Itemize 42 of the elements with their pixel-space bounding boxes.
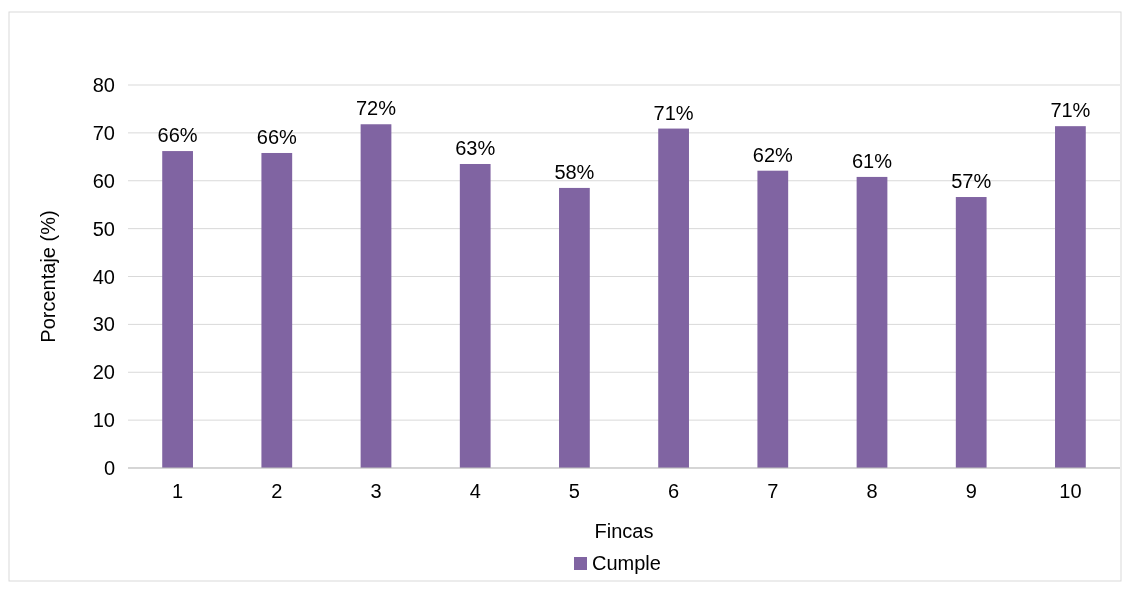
y-tick-label: 20 xyxy=(92,361,115,384)
bar xyxy=(1055,126,1086,468)
data-label: 58% xyxy=(554,160,595,183)
bar xyxy=(459,163,491,468)
bar xyxy=(856,176,888,468)
y-tick-label: 40 xyxy=(92,265,115,288)
x-tick-label: 8 xyxy=(866,480,878,502)
y-tick-label: 0 xyxy=(103,457,115,479)
data-label: 63% xyxy=(455,136,496,159)
data-label: 62% xyxy=(752,143,794,166)
x-tick-label: 10 xyxy=(1059,480,1082,502)
bar xyxy=(360,124,392,468)
x-axis-title: Fincas xyxy=(594,520,654,542)
x-tick-label: 7 xyxy=(767,480,779,502)
y-tick-label: 50 xyxy=(92,217,115,240)
data-label: 66% xyxy=(157,124,198,147)
y-tick-label: 80 xyxy=(92,74,115,96)
x-tick-label: 3 xyxy=(370,480,382,502)
y-tick-label: 10 xyxy=(92,409,115,432)
data-label: 71% xyxy=(653,101,694,124)
data-label: 72% xyxy=(355,97,397,120)
data-label: 66% xyxy=(256,125,298,148)
x-tick-label: 4 xyxy=(469,480,481,502)
y-axis-title: Porcentaje (%) xyxy=(37,210,59,343)
y-tick-label: 30 xyxy=(92,313,115,336)
bar xyxy=(757,170,789,468)
x-tick-label: 2 xyxy=(271,480,283,502)
bar xyxy=(162,151,193,468)
data-label: 57% xyxy=(951,170,992,193)
data-label: 61% xyxy=(851,149,893,172)
bar xyxy=(559,187,590,468)
y-tick-label: 70 xyxy=(92,121,115,144)
bar xyxy=(955,197,987,468)
bar xyxy=(658,128,689,468)
x-tick-label: 5 xyxy=(568,480,580,502)
x-tick-label: 9 xyxy=(965,480,977,502)
legend-label: Cumple xyxy=(592,552,661,574)
data-label: 71% xyxy=(1050,99,1091,122)
y-tick-label: 60 xyxy=(92,169,115,192)
bar xyxy=(261,152,293,468)
x-tick-label: 6 xyxy=(668,480,680,502)
x-tick-label: 1 xyxy=(172,480,184,502)
